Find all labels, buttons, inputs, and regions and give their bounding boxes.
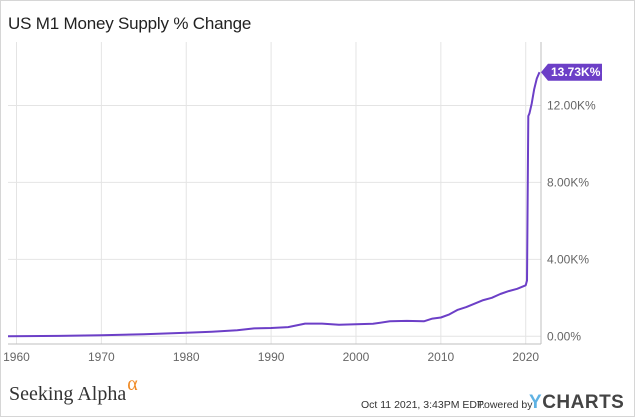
x-tick-labels: 1960 1970 1980 1990 2000 2010 2020 [3,350,539,364]
ycharts-logo[interactable]: YCHARTS [529,392,624,414]
axes [8,42,542,345]
last-value-callout: 13.73K% [541,63,602,81]
grid-lines [8,42,541,344]
brand-name: Seeking Alpha [9,383,127,405]
alpha-mark: α [127,373,138,395]
x-tick-label: 2020 [512,350,539,364]
series-lines [7,71,541,338]
last-value-label: 13.73K% [551,65,601,79]
x-tick-label: 1990 [258,350,285,364]
chart-title: US M1 Money Supply % Change [8,14,252,33]
seeking-alpha-logo[interactable]: Seeking Alphaα [9,373,138,406]
timestamp: Oct 11 2021, 3:43PM EDT. [361,399,486,411]
y-tick-label: 0.00% [547,329,581,343]
ycharts-y: Y [529,392,543,413]
x-tick-label: 1960 [3,350,30,364]
callout-badge [541,63,602,81]
x-tick-label: 2010 [427,350,454,364]
x-tick-label: 2000 [343,350,370,364]
y-tick-labels: 0.00% 4.00K% 8.00K% 12.00K% [547,98,596,343]
powered-by-text: Powered by [477,399,533,411]
y-tick-label: 12.00K% [547,98,596,112]
y-tick-label: 4.00K% [547,252,589,266]
x-tick-label: 1970 [88,350,115,364]
series-line [7,71,541,338]
y-tick-label: 8.00K% [547,175,589,189]
ycharts-rest: CHARTS [542,392,625,413]
x-tick-label: 1980 [173,350,200,364]
